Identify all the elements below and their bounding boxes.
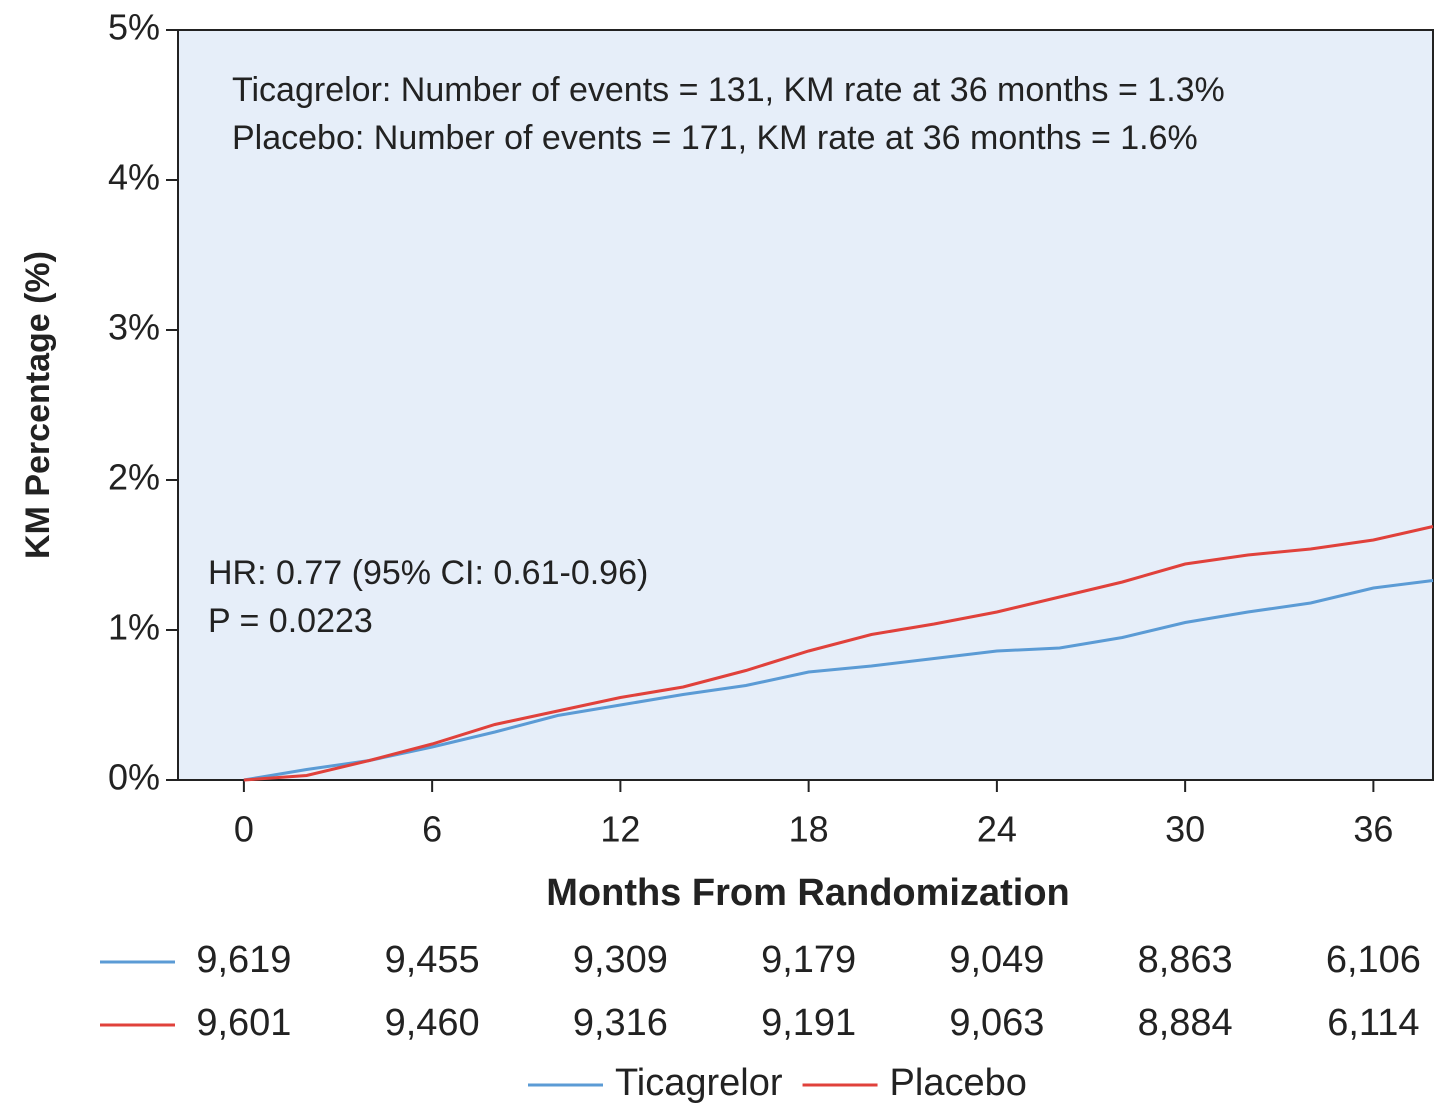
annotation: Placebo: Number of events = 171, KM rate… xyxy=(232,119,1198,157)
legend-label: Placebo xyxy=(890,1062,1027,1104)
at-risk-number: 9,179 xyxy=(761,939,856,981)
x-tick-label: 0 xyxy=(234,809,254,850)
at-risk-number: 6,114 xyxy=(1327,1002,1419,1044)
annotation: P = 0.0223 xyxy=(208,602,373,640)
at-risk-number: 9,455 xyxy=(385,939,480,981)
y-axis-label: KM Percentage (%) xyxy=(19,251,57,559)
at-risk-number: 9,601 xyxy=(196,1002,291,1044)
y-tick-label: 0% xyxy=(108,757,160,798)
y-tick-label: 4% xyxy=(108,157,160,198)
x-axis-label: Months From Randomization xyxy=(546,872,1070,914)
at-risk-number: 9,049 xyxy=(949,939,1044,981)
x-tick-label: 12 xyxy=(600,809,640,850)
y-tick-label: 3% xyxy=(108,307,160,348)
at-risk-number: 9,460 xyxy=(385,1002,480,1044)
annotation: Ticagrelor: Number of events = 131, KM r… xyxy=(232,71,1225,109)
legend-label: Ticagrelor xyxy=(615,1062,783,1104)
at-risk-number: 9,191 xyxy=(761,1002,856,1044)
km-curve xyxy=(243,579,1434,782)
at-risk-number: 9,063 xyxy=(949,1002,1044,1044)
at-risk-number: 9,619 xyxy=(196,939,291,981)
y-tick-label: 2% xyxy=(108,457,160,498)
at-risk-number: 8,884 xyxy=(1138,1002,1233,1044)
x-tick-label: 24 xyxy=(977,809,1017,850)
km-curve xyxy=(243,525,1434,782)
x-tick-label: 30 xyxy=(1165,809,1205,850)
at-risk-number: 8,863 xyxy=(1138,939,1233,981)
at-risk-number: 6,106 xyxy=(1326,939,1421,981)
plot-area xyxy=(177,29,1434,781)
annotation: HR: 0.77 (95% CI: 0.61-0.96) xyxy=(208,554,648,592)
y-tick-label: 1% xyxy=(108,607,160,648)
at-risk-number: 9,316 xyxy=(573,1002,668,1044)
y-tick-label: 5% xyxy=(108,7,160,48)
x-tick-label: 6 xyxy=(422,809,442,850)
at-risk-number: 9,309 xyxy=(573,939,668,981)
x-tick-label: 18 xyxy=(789,809,829,850)
x-tick-label: 36 xyxy=(1353,809,1393,850)
